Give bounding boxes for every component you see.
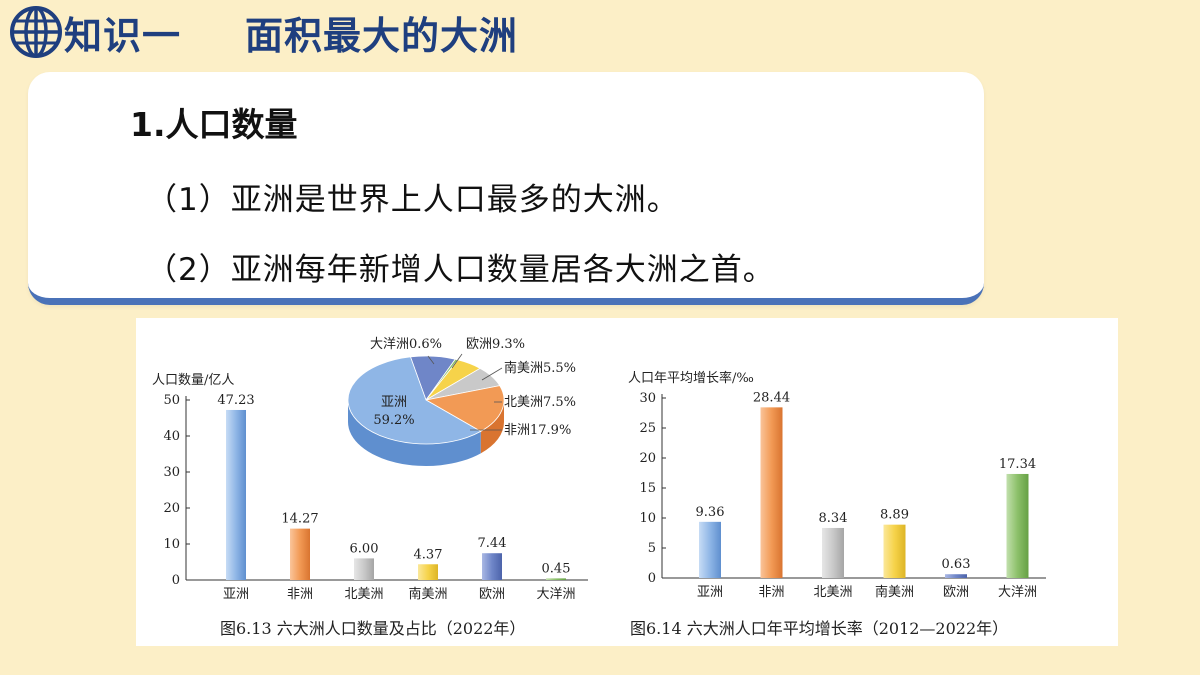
y-tick-label: 50 [163,393,180,408]
bar-南美洲 [883,524,906,578]
pie-label-亚洲-value: 59.2% [373,413,414,428]
x-tick-label-欧洲: 欧洲 [943,585,969,600]
bar-大洋洲 [546,578,566,580]
y-tick-label: 30 [163,465,180,480]
point-2: （2）亚洲每年新增人口数量居各大洲之首。 [146,252,775,288]
y-axis-label: 人口数量/亿人 [152,373,234,388]
y-tick-label: 25 [639,421,656,436]
pie-leader-大洋洲 [427,355,435,365]
pie-leader-欧洲 [451,353,463,369]
figure-caption: 图6.14 六大洲人口年平均增长率（2012—2022年） [630,619,1008,638]
bar-北美洲 [354,558,374,580]
x-tick-label-南美洲: 南美洲 [875,584,914,600]
y-axis-label: 人口年平均增长率/‰ [628,370,754,386]
x-tick-label-亚洲: 亚洲 [223,587,249,602]
y-tick-label: 10 [163,537,180,552]
figure-caption: 图6.13 六大洲人口数量及占比（2022年） [220,619,525,638]
pie-label-非洲: 非洲17.9% [504,423,571,438]
pie-side-亚洲 [348,400,481,466]
point-1: （1）亚洲是世界上人口最多的大洲。 [146,182,679,218]
bar-欧洲 [945,574,967,578]
pie-slice-非洲 [424,385,505,432]
bar-非洲 [760,407,783,578]
x-tick-label-欧洲: 欧洲 [479,587,505,602]
population-share-pie: 亚洲 59.2% 大洋洲0.6% 欧洲9.3% 南美洲5.5% 北美洲7.5% 非洲17.9… [347,337,576,466]
y-tick-label: 40 [163,429,180,444]
y-tick-label: 0 [172,573,180,588]
globe-icon [10,6,62,58]
population-bar-chart: 人口数量/亿人 0 10 20 30 40 50 47.23 亚洲 14.27 非洲 6.00 北美洲 4… [152,373,588,638]
y-tick-label: 15 [639,481,656,496]
page-title: 面积最大的大洲 [245,13,519,58]
x-tick-label-北美洲: 北美洲 [344,587,383,602]
x-tick-label-亚洲: 亚洲 [697,585,723,600]
slide-header: 知识一 面积最大的大洲 [8,2,518,62]
data-label-南美洲: 4.37 [414,547,443,562]
pie-label-北美洲: 北美洲7.5% [504,395,576,410]
data-label-大洋洲: 17.34 [999,457,1036,472]
section-label: 知识一 [64,13,182,58]
y-tick-label: 0 [648,571,656,586]
data-label-非洲: 14.27 [281,512,318,527]
y-tick-label: 30 [639,391,656,406]
y-tick-label: 20 [639,451,656,466]
x-tick-label-大洋洲: 大洋洲 [998,585,1037,600]
pie-leader-南美洲 [481,367,503,381]
bar-非洲 [290,528,310,580]
data-label-南美洲: 8.89 [880,508,909,523]
data-label-欧洲: 7.44 [478,536,507,551]
figure-panel: 人口数量/亿人 0 10 20 30 40 50 47.23 亚洲 14.27 非洲 6.00 北美洲 4… [136,318,1118,646]
x-tick-label-非洲: 非洲 [287,587,313,602]
x-tick-label-非洲: 非洲 [758,585,784,600]
pie-side-非洲 [480,400,504,454]
bar-南美洲 [418,564,438,580]
x-tick-label-北美洲: 北美洲 [813,585,852,600]
bar-亚洲 [699,521,721,578]
y-tick-label: 5 [648,541,656,556]
content-card: 1.人口数量 （1）亚洲是世界上人口最多的大洲。 （2）亚洲每年新增人口数量居各… [28,72,984,305]
x-tick-label-大洋洲: 大洋洲 [536,587,575,602]
data-label-亚洲: 9.36 [696,505,725,520]
pie-label-欧洲: 欧洲9.3% [466,337,525,352]
y-tick-label: 10 [639,511,656,526]
data-label-大洋洲: 0.45 [542,561,571,576]
pie-label-大洋洲: 大洋洲0.6% [370,337,442,352]
x-tick-label-南美洲: 南美洲 [408,586,447,602]
data-label-非洲: 28.44 [753,390,790,405]
data-label-北美洲: 8.34 [819,511,848,526]
data-label-亚洲: 47.23 [217,393,254,408]
bar-北美洲 [822,527,844,578]
data-label-欧洲: 0.63 [942,557,971,572]
y-tick-label: 20 [163,501,180,516]
pie-label-南美洲: 南美洲5.5% [504,360,576,376]
card-heading: 1.人口数量 [130,105,298,144]
bar-大洋洲 [1006,473,1029,578]
pie-slice-亚洲 [347,356,482,445]
data-label-北美洲: 6.00 [350,541,379,556]
pie-label-亚洲: 亚洲 [381,395,407,410]
bar-欧洲 [482,553,502,580]
bar-亚洲 [226,409,246,580]
growth-rate-bar-chart: 人口年平均增长率/‰ 0 5 10 15 20 25 30 9.36 亚洲 28.44 非洲 8.34 北… [628,370,1046,638]
